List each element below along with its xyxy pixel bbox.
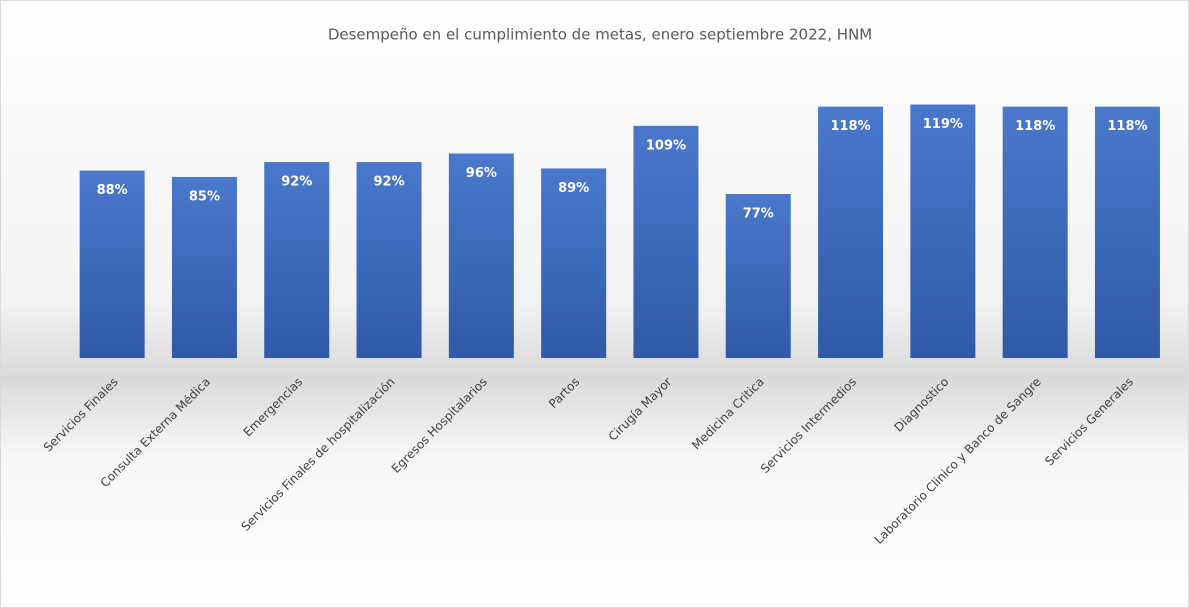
value-label: 118% — [830, 119, 870, 134]
chart-title: Desempeño en el cumplimiento de metas, e… — [328, 26, 872, 44]
bar — [448, 153, 514, 358]
value-label: 96% — [466, 166, 497, 181]
value-label: 109% — [646, 138, 686, 153]
bar — [725, 193, 791, 358]
value-label: 88% — [97, 183, 128, 198]
value-label: 77% — [743, 206, 774, 221]
value-label: 118% — [1107, 119, 1147, 134]
bar — [79, 170, 145, 358]
bar — [541, 168, 607, 358]
bar — [1094, 106, 1160, 358]
value-label: 119% — [923, 117, 963, 132]
bar — [1002, 106, 1068, 358]
bar — [818, 106, 884, 358]
value-label: 92% — [373, 175, 404, 190]
bar — [171, 176, 237, 358]
value-label: 85% — [189, 189, 220, 204]
bar — [910, 104, 976, 358]
bar — [264, 162, 330, 358]
value-label: 89% — [558, 181, 589, 196]
bar — [633, 125, 699, 358]
value-label: 92% — [281, 175, 312, 190]
bar — [356, 162, 422, 358]
value-label: 118% — [1015, 119, 1055, 134]
